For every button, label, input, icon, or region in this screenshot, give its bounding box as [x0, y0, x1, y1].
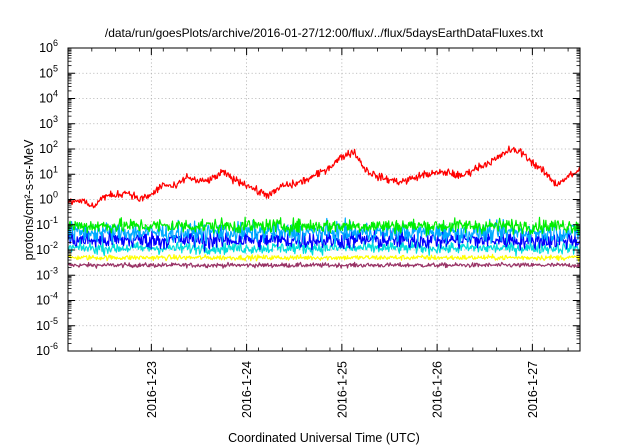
y-tick-label: 102: [39, 139, 58, 156]
series-line: [67, 227, 581, 252]
y-tick-label: 10-2: [36, 240, 58, 257]
y-tick-label: 106: [39, 38, 58, 55]
chart-title: /data/run/goesPlots/archive/2016-01-27/1…: [105, 26, 544, 40]
y-tick-label: 100: [39, 190, 58, 207]
x-tick-labels: 2016-1-23 2016-1-24 2016-1-25 2016-1-26 2016…: [145, 361, 540, 418]
series-line: [67, 253, 581, 262]
series-line: [67, 238, 581, 257]
series-line: [67, 145, 581, 209]
y-tick-label: 105: [39, 63, 58, 80]
y-tick-label: 103: [39, 114, 58, 131]
y-tick-label: 101: [39, 164, 58, 181]
x-axis-label: Coordinated Universal Time (UTC): [228, 431, 420, 445]
plot-area: [67, 145, 581, 269]
y-tick-label: 10-1: [36, 215, 58, 232]
series-line: [67, 261, 581, 269]
series-line: [67, 216, 581, 237]
y-tick-label: 10-6: [36, 341, 58, 358]
axis-ticks: [67, 47, 580, 352]
y-tick-label: 10-3: [36, 265, 58, 282]
y-axis-label: protons/cm²-s-sr-MeV: [22, 139, 36, 261]
x-tick-label: 2016-1-25: [335, 361, 349, 418]
x-tick-label: 2016-1-27: [526, 361, 540, 418]
x-tick-label: 2016-1-24: [240, 361, 254, 418]
y-tick-label: 10-5: [36, 316, 58, 333]
x-tick-label: 2016-1-26: [431, 361, 445, 418]
grid: [68, 48, 580, 351]
x-tick-label: 2016-1-23: [145, 361, 159, 418]
y-tick-label: 104: [39, 89, 58, 106]
y-tick-labels: 10-6 10-5 10-4 10-3 10-2 10-1 100 101 102 103 104 1…: [36, 38, 58, 358]
y-tick-label: 10-4: [36, 291, 58, 308]
